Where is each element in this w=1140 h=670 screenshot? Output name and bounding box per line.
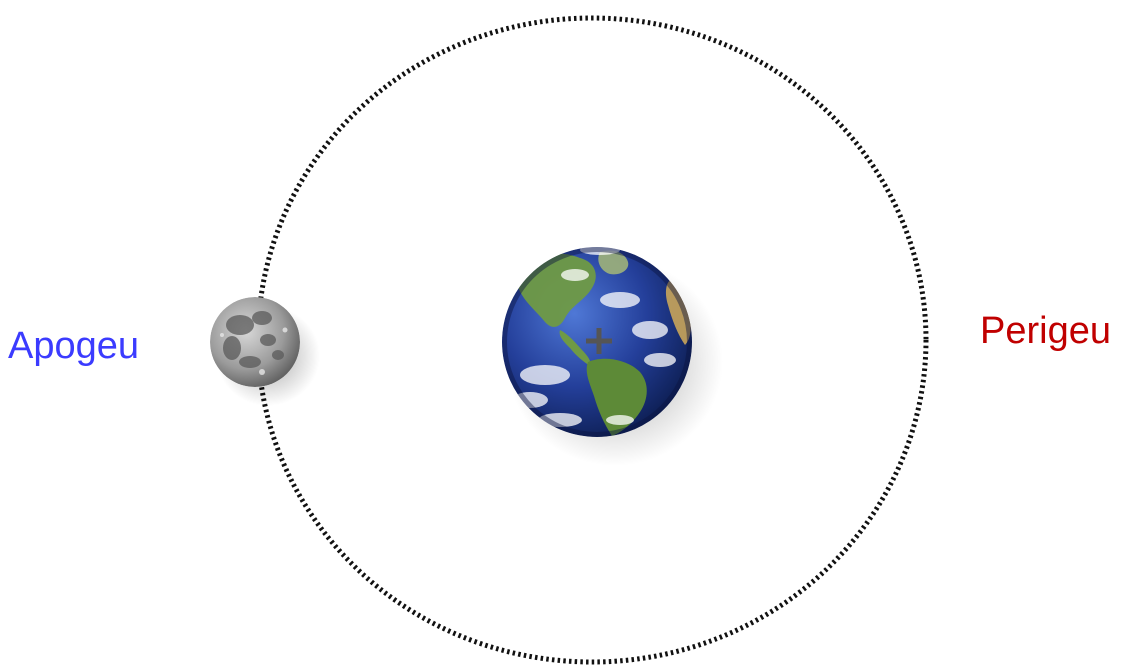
moon-craters <box>220 327 288 375</box>
moon-icon <box>210 297 300 387</box>
perigee-label: Perigeu <box>980 310 1111 352</box>
earth-globe-icon <box>502 247 692 437</box>
earth-continent-africa-edge <box>665 280 691 345</box>
plus-marker-icon <box>586 328 612 354</box>
earth-continent-south-america <box>586 358 647 436</box>
orbit-path <box>255 15 929 665</box>
moon-maria <box>223 311 284 368</box>
apogee-label: Apogeu <box>8 325 140 367</box>
earth-continent-greenland <box>598 250 629 275</box>
earth-continent-central-america <box>559 330 591 366</box>
